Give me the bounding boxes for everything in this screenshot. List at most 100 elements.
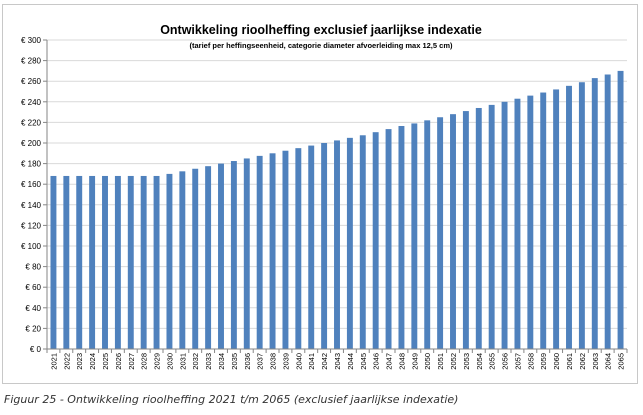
x-tick-label: 2056: [501, 353, 510, 370]
bar-2024: [89, 175, 96, 349]
x-tick-label: 2062: [578, 353, 587, 370]
x-tick-label: 2038: [269, 353, 278, 370]
y-tick-label: € 80: [25, 263, 41, 272]
x-tick-label: 2065: [617, 353, 626, 370]
y-axis-ticks: € 0 € 20 € 40 € 60 € 80 € 100 € 120 € 140 € 160 €…: [21, 36, 47, 354]
x-tick-label: 2057: [513, 353, 522, 370]
bar-2031: [179, 171, 186, 349]
bar-2051: [437, 117, 444, 349]
y-tick-label: € 120: [21, 221, 42, 230]
x-tick-label: 2061: [565, 353, 574, 370]
bar-2062: [578, 82, 585, 349]
bar-2025: [102, 175, 108, 349]
bar-2039: [282, 150, 289, 349]
x-tick-label: 2063: [591, 353, 600, 370]
x-axis-ticks: 2021 2022 2023 2024 2025 2026 2027 2028 2029 2030…: [46, 349, 628, 370]
x-tick-label: 2027: [127, 353, 136, 370]
bar-2027: [127, 175, 134, 349]
chart-title: Ontwikkeling rioolheffing exclusief jaar…: [160, 23, 482, 37]
x-tick-label: 2039: [281, 353, 290, 370]
x-tick-label: 2064: [604, 353, 613, 370]
x-tick-label: 2021: [49, 353, 58, 370]
x-tick-label: 2049: [410, 353, 419, 370]
x-tick-label: 2042: [320, 353, 329, 370]
x-tick-label: 2037: [256, 353, 265, 370]
y-tick-label: € 0: [30, 345, 42, 354]
x-tick-label: 2034: [217, 353, 226, 370]
bar-2061: [566, 85, 572, 350]
x-tick-label: 2024: [88, 353, 97, 370]
chart-subtitle: (tarief per heffingseenheid, categorie d…: [189, 41, 453, 50]
x-tick-label: 2058: [526, 353, 535, 370]
bar-2041: [308, 145, 315, 349]
bar-2064: [604, 74, 611, 349]
x-tick-label: 2033: [204, 353, 213, 370]
x-tick-label: 2054: [475, 353, 484, 370]
x-tick-label: 2022: [62, 353, 71, 370]
bar-2023: [76, 175, 83, 349]
bar-2065: [617, 70, 624, 350]
bar-2058: [527, 95, 534, 350]
bar-2022: [63, 175, 70, 349]
y-tick-label: € 180: [21, 160, 42, 169]
bar-2049: [411, 123, 418, 350]
y-tick-label: € 240: [21, 98, 42, 107]
x-tick-label: 2044: [346, 353, 355, 370]
bar-2059: [540, 92, 547, 349]
y-tick-label: € 20: [25, 324, 41, 333]
bar-2046: [372, 132, 379, 349]
bars: [50, 70, 624, 350]
bar-2060: [553, 89, 560, 349]
bar-2030: [166, 173, 173, 349]
bar-2043: [334, 140, 340, 349]
x-tick-label: 2059: [539, 353, 548, 370]
bar-2057: [514, 98, 521, 350]
bar-2040: [295, 148, 302, 349]
y-tick-label: € 100: [21, 242, 42, 251]
y-tick-label: € 160: [21, 180, 42, 189]
bar-2047: [385, 129, 392, 349]
x-tick-label: 2031: [178, 353, 187, 370]
x-tick-label: 2047: [385, 353, 394, 370]
bar-2054: [475, 107, 482, 349]
x-tick-label: 2043: [333, 353, 342, 370]
x-tick-label: 2052: [449, 353, 458, 370]
y-tick-label: € 220: [21, 118, 42, 127]
x-tick-label: 2040: [294, 353, 303, 370]
x-tick-label: 2032: [191, 353, 200, 370]
x-tick-label: 2045: [359, 353, 368, 370]
bar-2036: [243, 158, 250, 349]
bar-2028: [140, 175, 147, 349]
chart-frame: Ontwikkeling rioolheffing exclusief jaar…: [2, 4, 638, 384]
bar-2050: [424, 120, 431, 349]
bar-2044: [346, 137, 353, 349]
bar-2021: [50, 175, 57, 349]
bar-2033: [205, 166, 212, 349]
x-tick-label: 2029: [153, 353, 162, 370]
bar-2042: [321, 143, 328, 349]
x-tick-label: 2053: [462, 353, 471, 370]
bar-2052: [450, 114, 456, 349]
y-tick-label: € 300: [21, 36, 42, 45]
x-tick-label: 2028: [140, 353, 149, 370]
x-tick-label: 2023: [75, 353, 84, 370]
x-tick-label: 2025: [101, 353, 110, 370]
bar-chart: Ontwikkeling rioolheffing exclusief jaar…: [21, 23, 628, 370]
bar-2037: [256, 155, 263, 349]
x-tick-label: 2055: [488, 353, 497, 370]
bar-2055: [488, 104, 495, 349]
x-tick-label: 2050: [423, 353, 432, 370]
bar-2035: [230, 161, 237, 349]
y-tick-label: € 260: [21, 77, 42, 86]
x-tick-label: 2030: [165, 353, 174, 370]
x-tick-label: 2036: [243, 353, 252, 370]
x-tick-label: 2046: [372, 353, 381, 370]
bar-2045: [359, 135, 366, 349]
y-tick-label: € 280: [21, 57, 42, 66]
bar-2056: [501, 101, 508, 349]
x-tick-label: 2051: [436, 353, 445, 370]
bar-2048: [398, 126, 405, 349]
x-tick-label: 2035: [230, 353, 239, 370]
figure-caption: Figuur 25 - Ontwikkeling rioolheffing 20…: [4, 393, 459, 406]
bar-2032: [192, 168, 199, 349]
